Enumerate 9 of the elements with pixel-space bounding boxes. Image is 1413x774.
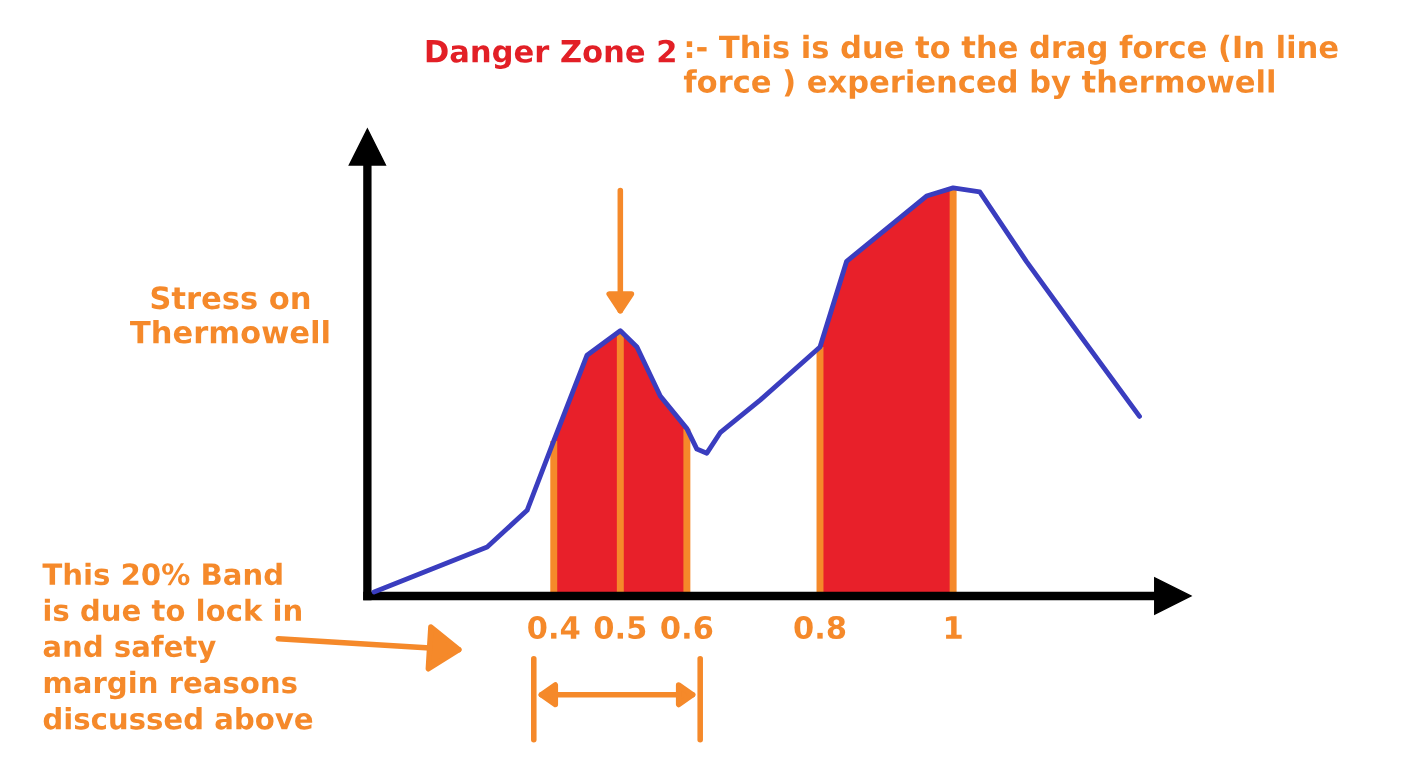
chart-title: Danger Zone 2 [426, 39, 675, 69]
x-tick-label: 0.6 [661, 615, 713, 640]
chart-subtitle: :- This is due to the drag force (In line force ) experienced by thermowell [683, 34, 1338, 100]
x-tick-label: 0.8 [794, 615, 846, 640]
x-tick-label: 0.5 [594, 615, 646, 640]
x-tick-label: 0.4 [528, 615, 580, 640]
y-axis-title: Stress on Thermowell [130, 286, 329, 344]
x-tick-label: 1 [945, 616, 962, 639]
text: This 20% Band is due to lock in and safety margin reasons discussed above [42, 562, 313, 730]
